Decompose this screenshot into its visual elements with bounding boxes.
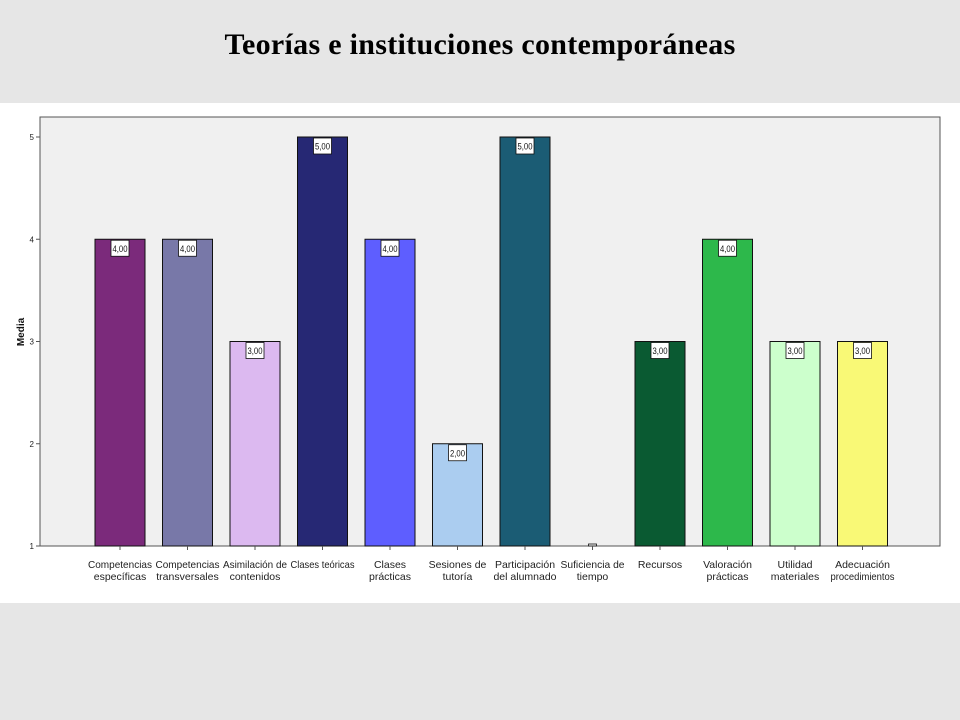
data-label: 3,00 <box>248 346 263 356</box>
data-label-box <box>178 239 197 257</box>
bar <box>162 238 213 547</box>
x-tick-label: Adecuación <box>835 559 890 571</box>
x-tick-label: Suficiencia de <box>561 559 625 571</box>
x-tick-label: Recursos <box>638 559 682 571</box>
x-tick-label: prácticas <box>706 571 748 583</box>
x-tick-label: del alumnado <box>493 571 556 583</box>
data-label-box <box>718 239 737 257</box>
y-tick-label: 3 <box>30 338 35 347</box>
bar <box>588 543 597 547</box>
chart-panel: Media 1 2 3 4 5 4,00 4,00 3,00 5,00 4,00 2,00 5,00… <box>0 103 960 603</box>
slide-title: Teorías e instituciones contemporáneas <box>224 28 736 61</box>
data-label: 4,00 <box>383 244 398 254</box>
data-label-box <box>853 342 872 359</box>
x-tick-label: contenidos <box>230 571 281 583</box>
bar <box>769 341 821 547</box>
bar <box>364 238 416 547</box>
y-tick-label: 1 <box>30 542 35 551</box>
bar <box>297 136 348 547</box>
data-label: 3,00 <box>788 346 803 356</box>
data-label: 2,00 <box>450 448 465 458</box>
data-label-box <box>110 239 130 257</box>
x-tick-label: Sesiones de <box>429 559 487 571</box>
data-label-box <box>313 137 332 155</box>
data-label: 3,00 <box>855 346 870 356</box>
data-label-box <box>380 239 400 257</box>
bar <box>499 136 551 547</box>
x-tick-label: Participación <box>495 559 555 571</box>
x-tick-label: materiales <box>771 571 819 583</box>
data-label: 5,00 <box>315 142 330 152</box>
x-tick-label: prácticas <box>369 571 411 583</box>
x-tick-label: Clases teóricas <box>291 559 355 571</box>
data-label: 5,00 <box>518 142 533 152</box>
x-tick-label: Competencias <box>156 559 220 571</box>
bar <box>94 238 146 547</box>
x-tick-label: procedimientos <box>831 571 895 583</box>
data-label-box <box>650 342 670 359</box>
data-label: 4,00 <box>720 244 735 254</box>
x-tick-label: Utilidad <box>777 559 812 571</box>
bar <box>634 341 686 547</box>
x-tick-label: Competencias <box>88 559 152 571</box>
bar <box>229 341 281 547</box>
data-label: 3,00 <box>653 346 668 356</box>
y-axis-label: Media <box>16 317 27 346</box>
x-tick-label: Asimilación de <box>223 559 287 571</box>
data-label-box <box>448 444 467 462</box>
data-label: 4,00 <box>113 244 128 254</box>
x-tick-label: Valoración <box>703 559 752 571</box>
data-label-box <box>785 342 805 359</box>
data-label: 4,00 <box>180 244 195 254</box>
y-tick-label: 2 <box>30 440 35 449</box>
data-label-box <box>245 342 265 359</box>
y-tick-label: 4 <box>30 235 35 244</box>
x-tick-label: específicas <box>94 571 147 583</box>
x-tick-label: transversales <box>156 571 218 583</box>
bar <box>702 238 753 547</box>
data-label-box <box>515 137 535 155</box>
bar <box>837 341 888 547</box>
x-tick-label: Clases <box>374 559 406 571</box>
x-tick-label: tutoría <box>443 571 473 583</box>
bar-chart: Media 1 2 3 4 5 4,00 4,00 3,00 5,00 4,00 2,00 5,00… <box>16 116 941 583</box>
y-tick-label: 5 <box>30 133 35 142</box>
x-tick-label: tiempo <box>577 571 609 583</box>
